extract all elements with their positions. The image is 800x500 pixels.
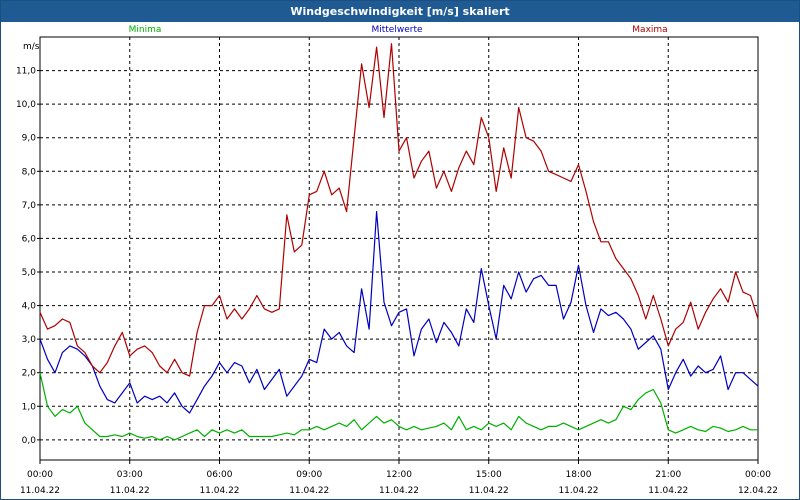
x-tick-date: 11.04.22: [110, 486, 150, 496]
x-tick-time: 09:00: [296, 470, 322, 480]
window-title: Windgeschwindigkeit [m/s] skaliert: [1, 1, 799, 22]
data-series: [39, 43, 759, 441]
legend-maxima: Maxima: [632, 25, 667, 35]
y-tick-label: 10,0: [16, 100, 36, 110]
legend-minima: Minima: [129, 25, 162, 35]
x-tick-time: 12:00: [386, 470, 412, 480]
x-tick-time: 00:00: [745, 470, 771, 480]
x-tick-date: 11.04.22: [20, 486, 60, 496]
grid-lines: [40, 37, 758, 460]
x-tick-date: 11.04.22: [289, 486, 329, 496]
y-axis-label: m/s: [23, 42, 40, 52]
y-tick-label: 4,0: [22, 302, 37, 312]
x-tick-time: 21:00: [655, 470, 681, 480]
x-tick-date: 11.04.22: [648, 486, 688, 496]
series-line-mittelwerte: [39, 211, 759, 414]
series-line-maxima: [39, 43, 759, 377]
y-tick-label: 5,0: [22, 268, 37, 278]
x-tick-date: 11.04.22: [199, 486, 239, 496]
x-tick-date: 11.04.22: [469, 486, 509, 496]
y-tick-label: 6,0: [22, 234, 37, 244]
y-tick-label: 3,0: [22, 335, 37, 345]
legend-mittelwerte: Mittelwerte: [371, 25, 422, 35]
y-tick-label: 8,0: [22, 167, 37, 177]
y-tick-label: 1,0: [22, 402, 37, 412]
x-tick-time: 18:00: [566, 470, 592, 480]
y-tick-label: 11,0: [16, 67, 36, 77]
y-tick-label: 0,0: [22, 436, 37, 446]
x-tick-date: 11.04.22: [558, 486, 598, 496]
series-line-minima: [39, 372, 758, 441]
x-axis-ticks: 00:00 11.04.22 03:00 11.04.22 06:00 11.04.22 0…: [20, 460, 778, 496]
x-tick-date: 12.04.22: [738, 486, 778, 496]
x-tick-time: 06:00: [207, 470, 233, 480]
x-tick-date: 11.04.22: [379, 486, 419, 496]
y-tick-label: 2,0: [22, 369, 37, 379]
x-tick-time: 15:00: [476, 470, 502, 480]
x-tick-time: 03:00: [117, 470, 143, 480]
y-axis-ticks: 0,0 1,0 2,0 3,0 4,0 5,0 6,0 7,0 8,0 9,0 10,0 11,0: [16, 67, 40, 446]
y-tick-label: 7,0: [22, 201, 37, 211]
x-tick-time: 00:00: [27, 470, 53, 480]
y-tick-label: 9,0: [22, 134, 37, 144]
